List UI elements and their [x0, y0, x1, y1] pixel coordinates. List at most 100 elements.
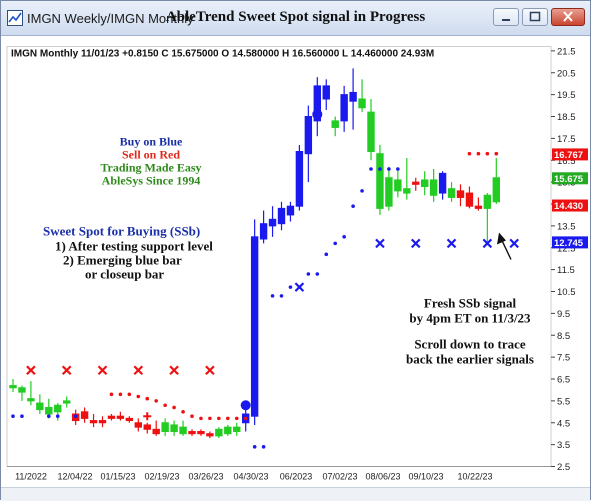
candle-body — [340, 94, 348, 122]
resistance-dot — [208, 416, 212, 421]
candle — [447, 182, 456, 202]
candle — [331, 116, 339, 137]
candle-body — [268, 218, 277, 227]
candle-body — [188, 431, 196, 435]
buy-x-marker — [294, 282, 305, 292]
minimize-button[interactable] — [493, 8, 519, 26]
candle-body — [376, 153, 384, 209]
support-dot — [342, 235, 346, 239]
candle-body — [385, 177, 393, 207]
tab-title[interactable]: IMGN Weekly/IMGN Monthly — [27, 11, 194, 26]
candle — [403, 158, 411, 200]
candle-body — [331, 120, 339, 128]
candle-body — [394, 179, 402, 192]
candle — [259, 210, 268, 244]
price-tag-bg — [552, 172, 588, 185]
candle-body — [45, 406, 53, 415]
candle-body — [474, 205, 483, 209]
candle-body — [152, 428, 160, 435]
candle-body — [206, 433, 214, 437]
y-tick-label: 13.5 — [557, 221, 576, 232]
candle-body — [447, 188, 456, 198]
candle-body — [18, 387, 26, 393]
resistance-dot — [190, 414, 194, 418]
candle — [36, 394, 44, 414]
candle-body — [116, 415, 125, 419]
candle — [197, 429, 205, 436]
maximize-icon — [529, 11, 541, 22]
price-tag-bg — [552, 148, 588, 161]
maximize-button[interactable] — [522, 8, 548, 26]
candle-body — [465, 192, 474, 207]
candle-body — [349, 91, 357, 102]
candle-body — [224, 426, 232, 435]
candle — [143, 422, 151, 434]
candle-body — [286, 205, 295, 216]
sell-x-marker — [169, 365, 179, 376]
candle — [385, 166, 393, 211]
resistance-dot — [118, 392, 123, 397]
price-tag-bg — [552, 199, 588, 212]
y-tick-label: 4.5 — [557, 418, 570, 429]
candle-body — [277, 207, 286, 225]
candle — [134, 418, 143, 432]
title-bar[interactable]: IMGN Weekly/IMGN Monthly AbleTrend Sweet… — [1, 1, 590, 36]
y-tick-label: 6.5 — [557, 375, 570, 386]
y-tick-label: 12.5 — [557, 243, 576, 254]
price-tag-label: 14.430 — [554, 201, 583, 212]
support-dot — [378, 167, 382, 171]
candle-body — [197, 431, 205, 435]
sell-x-marker-stroke — [26, 365, 36, 376]
price-tag-label: 15.675 — [554, 174, 584, 185]
candle-body — [456, 190, 465, 198]
candle — [224, 424, 232, 436]
resistance-dot — [226, 416, 230, 421]
legend-line: Sell on Red — [122, 148, 180, 162]
candle-body — [492, 177, 501, 203]
candle-body — [233, 426, 241, 432]
buy-x-marker-stroke — [410, 238, 421, 249]
candle — [107, 414, 116, 421]
support-dot — [73, 414, 78, 418]
close-button[interactable] — [551, 8, 585, 26]
legend-line: Trading Made Easy — [100, 161, 201, 175]
candle — [465, 186, 474, 209]
candle — [277, 201, 286, 231]
candle-body — [143, 424, 151, 430]
candle-body — [304, 116, 313, 155]
legend-line: AbleSys Since 1994 — [102, 174, 201, 188]
sweet-spot-line: 1) After testing support level — [55, 239, 213, 254]
sell-x-marker — [205, 365, 215, 376]
signal-dot — [312, 109, 323, 120]
x-tick-label: 01/15/23 — [100, 472, 135, 482]
candle — [474, 197, 483, 211]
candle — [394, 169, 402, 198]
x-tick-label: 02/19/23 — [144, 472, 179, 482]
candle — [89, 414, 98, 428]
resistance-dot — [136, 394, 141, 399]
candle-body — [63, 400, 71, 404]
candle-body — [80, 411, 89, 419]
candle — [349, 68, 357, 130]
sell-x-marker-stroke — [169, 365, 179, 376]
candle-body — [170, 424, 178, 432]
candle — [125, 416, 134, 423]
support-dot — [369, 167, 373, 171]
price-tag: 14.430 — [552, 199, 588, 212]
buy-x-marker-stroke — [294, 282, 305, 292]
support-dot — [47, 414, 51, 418]
candle — [206, 431, 214, 439]
resistance-dot — [199, 416, 203, 421]
support-dot — [20, 414, 24, 418]
candle-body — [134, 422, 143, 428]
resistance-dot — [109, 392, 114, 397]
sell-x-marker — [97, 365, 108, 376]
candle — [98, 416, 107, 428]
candle-body — [54, 404, 62, 413]
legend-line: Buy on Blue — [120, 135, 183, 149]
price-chart[interactable]: IMGN Monthly 11/01/23 +0.8150 C 15.67500… — [1, 36, 590, 500]
price-tag-label: 16.767 — [554, 150, 583, 161]
resistance-dot — [154, 399, 158, 403]
resistance-dot — [217, 416, 221, 421]
